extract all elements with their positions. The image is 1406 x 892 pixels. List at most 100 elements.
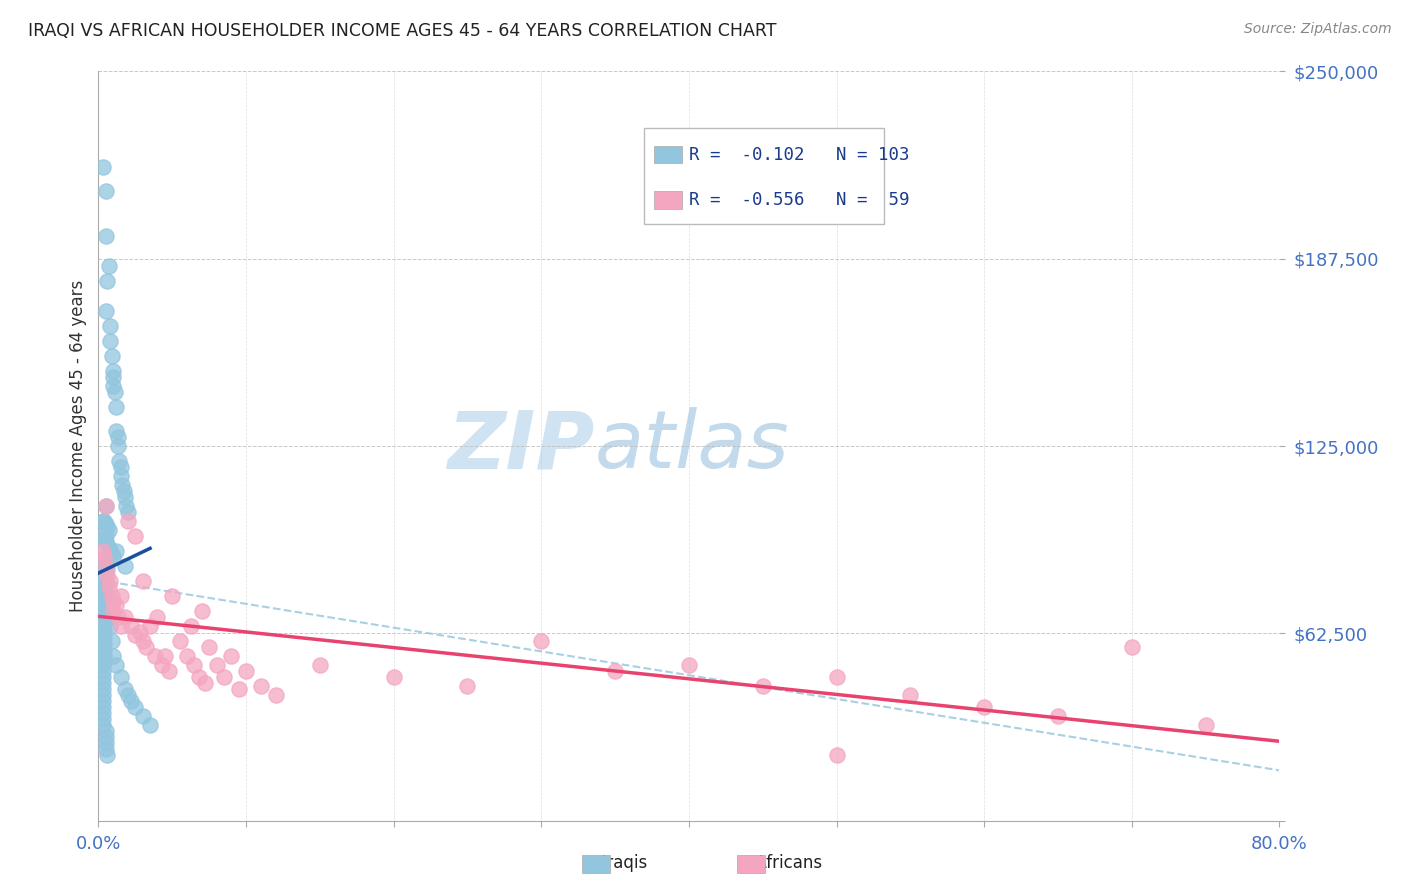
Point xyxy=(205,657,228,672)
Point xyxy=(169,633,191,648)
Point xyxy=(94,499,117,513)
Point xyxy=(100,547,122,561)
Point xyxy=(124,699,146,714)
Point xyxy=(96,747,118,762)
Point xyxy=(157,664,180,678)
Point xyxy=(457,679,479,693)
Point xyxy=(235,664,257,678)
Point xyxy=(97,523,120,537)
Point xyxy=(91,712,114,726)
Point xyxy=(91,717,114,731)
Point xyxy=(1046,708,1070,723)
Point xyxy=(91,652,114,666)
Point xyxy=(264,688,287,702)
Point xyxy=(94,723,117,738)
Point xyxy=(110,619,132,633)
Point xyxy=(198,640,221,654)
Point xyxy=(91,514,114,528)
Point xyxy=(91,589,114,603)
Point xyxy=(91,688,114,702)
Point xyxy=(228,681,250,696)
Point xyxy=(107,439,129,453)
Point xyxy=(110,589,132,603)
Text: R =  -0.556   N =  59: R = -0.556 N = 59 xyxy=(689,191,910,209)
Point xyxy=(103,648,125,663)
Point xyxy=(94,741,117,756)
Point xyxy=(93,624,115,639)
Point xyxy=(100,349,122,363)
Point xyxy=(94,558,117,573)
Point xyxy=(162,589,183,603)
Point xyxy=(530,633,553,648)
Text: ZIP: ZIP xyxy=(447,407,595,485)
Point xyxy=(97,259,120,273)
Point xyxy=(91,694,114,708)
Point xyxy=(96,520,118,534)
Point xyxy=(100,633,122,648)
Point xyxy=(105,400,128,414)
Point xyxy=(93,582,115,597)
Point xyxy=(96,274,118,288)
Point xyxy=(93,619,115,633)
Point xyxy=(146,610,169,624)
Point xyxy=(183,657,205,672)
Point xyxy=(117,688,139,702)
Point xyxy=(96,567,118,582)
Point xyxy=(97,580,120,594)
Point xyxy=(103,595,125,609)
Point xyxy=(96,562,118,576)
Point xyxy=(678,657,700,672)
Point xyxy=(153,648,176,663)
Y-axis label: Householder Income Ages 45 - 64 years: Householder Income Ages 45 - 64 years xyxy=(69,280,87,612)
Point xyxy=(605,664,627,678)
Point xyxy=(115,499,138,513)
Point xyxy=(91,646,114,660)
Point xyxy=(91,706,114,720)
Point xyxy=(96,538,118,552)
Point xyxy=(105,544,128,558)
Point xyxy=(91,529,114,543)
Text: Africans: Africans xyxy=(745,855,823,872)
Point xyxy=(825,670,848,684)
Point xyxy=(825,747,848,762)
Point xyxy=(93,549,115,564)
Point xyxy=(108,454,131,468)
Point xyxy=(93,642,115,657)
Point xyxy=(103,379,125,393)
Point xyxy=(93,514,115,528)
Point xyxy=(91,664,114,678)
Point xyxy=(98,619,121,633)
Point xyxy=(93,631,115,645)
Point xyxy=(91,615,114,630)
Point xyxy=(194,675,217,690)
Point xyxy=(105,598,128,612)
Point xyxy=(117,505,139,519)
Point xyxy=(93,556,115,570)
Point xyxy=(94,229,117,244)
Point xyxy=(124,529,146,543)
Point xyxy=(103,549,125,564)
Point xyxy=(93,613,115,627)
Point xyxy=(105,657,128,672)
Point xyxy=(103,364,125,378)
Point xyxy=(191,604,214,618)
Point xyxy=(94,574,117,588)
Text: R =  -0.102   N = 103: R = -0.102 N = 103 xyxy=(689,145,910,163)
Point xyxy=(132,574,155,588)
Point xyxy=(93,591,115,606)
Point xyxy=(117,514,139,528)
Point xyxy=(91,670,114,684)
Point xyxy=(132,708,155,723)
Point xyxy=(139,619,162,633)
Point xyxy=(93,637,115,651)
Point xyxy=(91,580,114,594)
Point xyxy=(94,499,117,513)
Point xyxy=(135,640,157,654)
Point xyxy=(91,161,114,175)
Point xyxy=(104,385,127,400)
Point xyxy=(1121,640,1143,654)
Point xyxy=(212,670,235,684)
Point xyxy=(105,424,128,438)
Point xyxy=(309,657,332,672)
Point xyxy=(100,589,122,603)
